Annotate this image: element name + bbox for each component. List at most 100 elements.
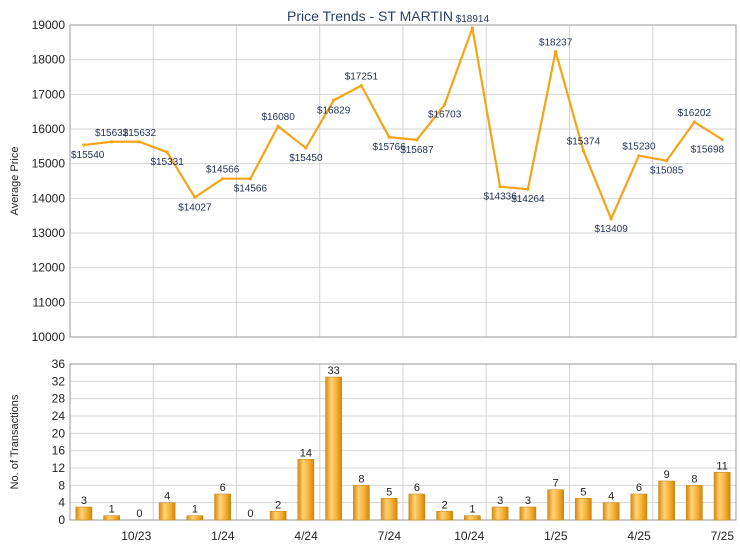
price-point (692, 120, 696, 124)
price-y-tick-label: 15000 (32, 157, 66, 171)
price-point (387, 135, 391, 139)
price-point (526, 187, 530, 191)
transactions-y-tick-label: 36 (52, 357, 66, 371)
transaction-bar-label: 2 (442, 499, 448, 511)
transactions-plot-frame (69, 363, 737, 521)
price-y-tick-label: 12000 (32, 261, 66, 275)
price-data-label: $18914 (456, 14, 490, 25)
price-point (193, 195, 197, 199)
chart-title: Price Trends - ST MARTIN (287, 8, 453, 24)
price-point (498, 185, 502, 189)
transaction-bar-label: 8 (358, 473, 364, 485)
price-y-tick-label: 16000 (32, 122, 66, 136)
transactions-y-tick-label: 4 (58, 496, 65, 510)
price-point (332, 98, 336, 102)
transaction-bar (658, 480, 675, 521)
transaction-bar (353, 485, 370, 521)
price-data-label: $15632 (123, 128, 157, 139)
price-point (470, 26, 474, 30)
price-y-tick-label: 17000 (32, 87, 66, 101)
transaction-bar (686, 485, 703, 521)
transaction-bar-label: 1 (192, 504, 198, 516)
x-tick-label: 7/25 (711, 529, 735, 543)
price-point (637, 154, 641, 158)
transaction-bar-label: 3 (497, 495, 503, 507)
transaction-bar (408, 493, 426, 521)
price-data-label: $15230 (622, 142, 656, 153)
transactions-y-tick-label: 16 (52, 444, 66, 458)
transaction-bar (519, 506, 537, 521)
price-point (137, 140, 141, 144)
transaction-bar (575, 498, 592, 521)
price-data-label: $14566 (206, 165, 240, 176)
price-data-label: $16829 (317, 105, 351, 116)
transaction-bar (436, 511, 453, 521)
x-tick-label: 4/25 (627, 529, 651, 543)
transaction-bar-label: 5 (386, 486, 392, 498)
price-line-panel: 10000 11000 12000 13000 14000 15000 16000 17000… (9, 14, 737, 344)
price-series-line (83, 26, 723, 220)
price-point (248, 177, 252, 181)
price-point (554, 49, 558, 54)
price-point (276, 124, 280, 128)
transaction-bar (269, 511, 287, 521)
price-data-label: $13409 (594, 224, 628, 235)
price-data-label: $15766 (372, 142, 406, 153)
price-data-label: $17251 (345, 72, 379, 83)
price-data-label: $18237 (539, 37, 573, 48)
transaction-bar-label: 3 (81, 495, 87, 507)
transaction-bar (214, 493, 231, 521)
transaction-bar (103, 515, 120, 521)
price-point (221, 177, 225, 181)
transaction-bar-label: 4 (608, 491, 614, 503)
transaction-bar-label: 11 (716, 460, 727, 472)
price-y-tick-label: 19000 (32, 18, 66, 32)
price-data-label: $16080 (261, 112, 295, 123)
price-y-tick-label: 14000 (32, 191, 66, 205)
x-tick-label: 7/24 (378, 529, 402, 543)
price-point (581, 149, 585, 153)
price-point (110, 140, 114, 144)
transactions-y-tick-label: 20 (52, 426, 66, 440)
x-tick-label: 10/24 (454, 529, 484, 543)
transaction-bar (547, 489, 564, 521)
price-data-label: $15632 (95, 128, 129, 139)
price-y-tick-label: 10000 (32, 330, 66, 344)
price-data-label: $16202 (678, 108, 712, 119)
transaction-bar (380, 498, 398, 521)
transactions-y-tick-label: 0 (58, 513, 65, 527)
transactions-y-tick-label: 32 (52, 374, 66, 388)
transaction-bar (158, 502, 176, 521)
price-point (415, 138, 419, 142)
transaction-bar (75, 506, 93, 521)
price-data-label: $14566 (234, 184, 268, 195)
price-y-tick-label: 11000 (33, 295, 66, 309)
transaction-bar (186, 515, 204, 521)
x-tick-label: 1/25 (544, 529, 568, 543)
transaction-bar-label: 14 (300, 447, 312, 459)
transactions-y-tick-label: 24 (52, 409, 66, 423)
price-point (665, 159, 669, 163)
price-data-label: $15687 (400, 145, 434, 156)
transaction-bar-label: 8 (691, 473, 697, 485)
transaction-bar-label: 9 (664, 469, 670, 481)
price-point (165, 150, 169, 154)
transaction-bar-label: 0 (136, 508, 142, 520)
price-data-label: $14336 (483, 192, 517, 203)
x-tick-label: 4/24 (294, 529, 318, 543)
transaction-bar-label: 4 (164, 491, 170, 503)
price-plot-frame (69, 24, 737, 338)
price-point (304, 146, 308, 150)
transaction-bar (491, 506, 509, 521)
price-data-label: $15331 (150, 157, 184, 168)
transaction-bar-label: 1 (109, 504, 115, 516)
x-tick-label: 10/23 (121, 529, 151, 543)
transaction-bar (713, 472, 731, 521)
transaction-bar (464, 515, 481, 521)
transaction-bar (602, 502, 620, 521)
transactions-y-tick-label: 12 (52, 461, 66, 475)
transaction-bar-label: 5 (580, 486, 586, 498)
transaction-bar-label: 6 (636, 482, 642, 494)
price-y-tick-label: 18000 (32, 53, 66, 67)
